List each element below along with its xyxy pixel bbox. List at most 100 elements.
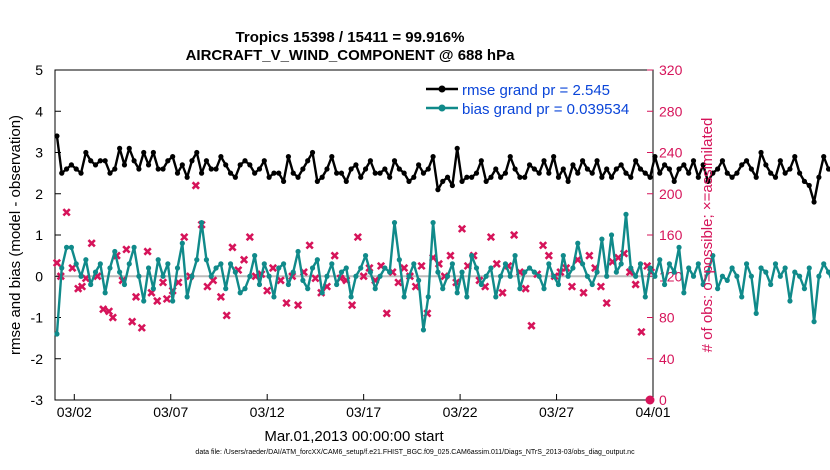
rmse-point	[362, 166, 369, 172]
rmse-point	[314, 178, 320, 184]
bias-point	[348, 294, 354, 300]
rmse-series	[54, 133, 830, 205]
bias-point	[613, 269, 619, 275]
y-axis-left: -3 -2 -1 0 1 2 3 4 5	[31, 62, 61, 408]
obs-x-stroke-b	[481, 282, 490, 291]
bias-point	[464, 294, 470, 300]
rmse-point	[247, 162, 253, 168]
obs-x-stroke-b	[486, 232, 496, 242]
obs-count-point	[68, 263, 77, 273]
rmse-point	[657, 170, 663, 176]
obs-x-stroke-b	[276, 276, 285, 285]
rmse-point	[179, 162, 185, 168]
rmse-point	[126, 145, 132, 151]
rmse-point	[473, 170, 480, 176]
bias-point	[522, 269, 528, 275]
bias-point	[343, 265, 349, 271]
rmse-point	[285, 154, 292, 160]
rmse-point	[367, 158, 373, 164]
obs-x-stroke-b	[596, 282, 606, 291]
obs-x-stroke-b	[122, 245, 131, 254]
bias-point	[541, 286, 547, 292]
obs-count-point	[276, 276, 285, 285]
bias-point	[478, 281, 484, 288]
rmse-point	[652, 154, 658, 160]
rmse-point	[517, 174, 523, 180]
bias-point	[131, 244, 137, 250]
chart-title-line-1: Tropics 15398 / 15411 = 99.916%	[235, 29, 465, 46]
obs-x-stroke-b	[282, 298, 291, 308]
rmse-point	[700, 162, 706, 168]
bias-point	[628, 265, 634, 271]
rmse-point	[748, 166, 754, 172]
bias-point	[690, 273, 697, 279]
rmse-point	[107, 170, 113, 176]
rmse-point	[502, 170, 509, 176]
rmse-point	[261, 158, 267, 164]
rmse-point	[763, 162, 769, 168]
rmse-point	[628, 174, 634, 180]
rmse-point	[150, 149, 156, 156]
bias-point	[671, 269, 677, 275]
x-axis-label: Mar.01,2013 00:00:00 start	[264, 428, 444, 445]
bias-point	[792, 269, 798, 275]
rmse-point	[416, 162, 422, 168]
rmse-point	[117, 145, 123, 151]
bias-point	[252, 253, 258, 259]
obs-zero-marker	[645, 395, 655, 405]
obs-x-stroke-b	[538, 241, 548, 250]
bias-point	[772, 261, 779, 267]
obs-count-point	[222, 311, 231, 320]
rmse-point	[102, 158, 108, 164]
bias-point	[666, 261, 672, 267]
rmse-point	[613, 166, 619, 172]
bias-point	[406, 273, 412, 279]
rmse-point	[276, 170, 282, 176]
bias-point	[223, 286, 229, 292]
rmse-point	[825, 166, 830, 172]
bias-point	[729, 265, 735, 271]
rmse-point	[266, 174, 272, 180]
obs-count-point	[400, 263, 409, 273]
bias-point	[261, 261, 267, 267]
rmse-point	[555, 174, 562, 180]
bias-point	[314, 257, 320, 263]
legend-bias-marker	[438, 104, 446, 112]
bias-point	[232, 269, 238, 275]
bias-point	[768, 281, 774, 288]
bias-point	[599, 236, 605, 242]
y-axis-right-label: # of obs: o=possible; ×=assimilated	[699, 118, 716, 353]
rmse-point	[801, 178, 808, 184]
obs-x-stroke-b	[359, 272, 368, 281]
legend-rmse-label: rmse grand pr = 2.545	[462, 82, 610, 99]
bias-point	[560, 253, 566, 259]
x-tick-label: 03/17	[346, 404, 381, 420]
bias-point	[377, 273, 383, 279]
rmse-point	[372, 170, 378, 176]
rmse-point	[623, 170, 629, 176]
obs-x-stroke-b	[68, 263, 77, 273]
rmse-point	[768, 170, 774, 176]
bias-point	[145, 265, 152, 271]
y-left-tick-label: 1	[35, 227, 43, 243]
rmse-point	[387, 174, 393, 180]
rmse-point	[121, 162, 128, 168]
rmse-point	[141, 149, 147, 156]
rmse-point	[522, 174, 528, 180]
rmse-point	[309, 149, 316, 156]
rmse-point	[232, 174, 238, 180]
bias-point	[488, 265, 494, 271]
bias-point	[473, 265, 480, 271]
bias-point	[227, 261, 234, 267]
rmse-point	[734, 170, 740, 176]
obs-x-stroke-b	[131, 292, 141, 301]
bias-point	[734, 273, 740, 279]
rmse-point	[112, 166, 118, 172]
rmse-point	[377, 170, 383, 176]
obs-x-stroke-b	[228, 243, 237, 252]
bias-point	[758, 265, 764, 271]
obs-count-point	[347, 301, 357, 310]
bias-point	[117, 269, 123, 275]
obs-count-point	[128, 317, 137, 326]
obs-count-point	[446, 251, 455, 260]
